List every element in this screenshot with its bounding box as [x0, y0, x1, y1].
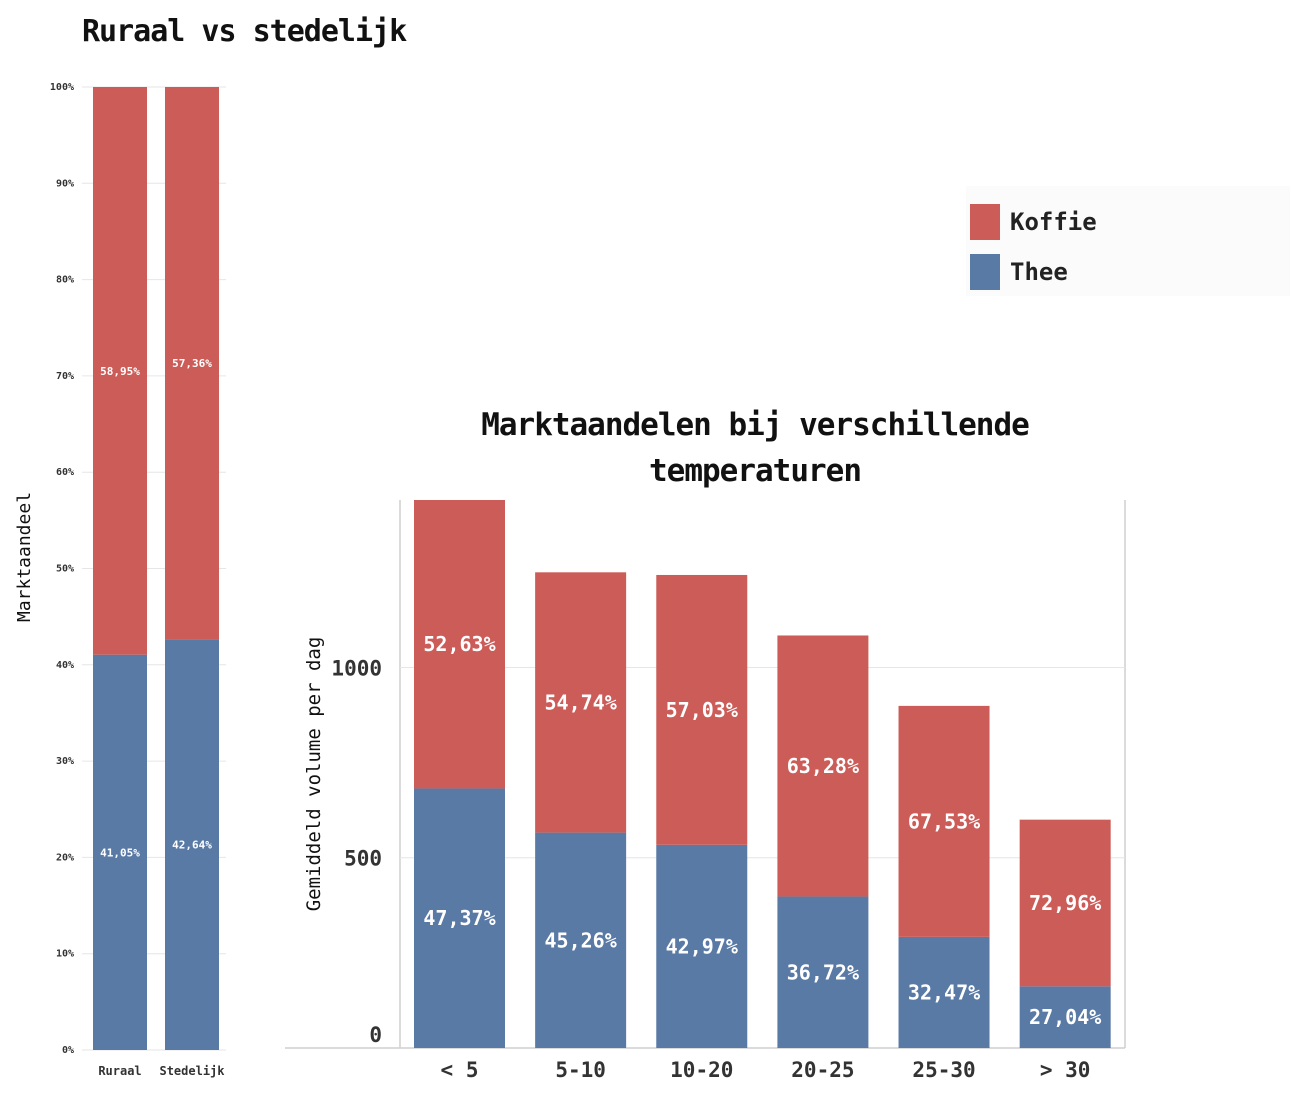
y-tick-label: 100%	[50, 82, 74, 93]
bar-thee-ruraal	[93, 654, 147, 1050]
y-axis-label: Marktaandeel	[14, 492, 35, 622]
legend-swatch-thee	[970, 254, 1000, 290]
legend-label-koffie: Koffie	[1010, 208, 1097, 236]
x-tick-label: 5-10	[555, 1058, 606, 1082]
left-chart-title: Ruraal vs stedelijk	[82, 14, 407, 49]
bar-koffie-3	[777, 635, 869, 897]
bar-thee-3	[777, 896, 869, 1048]
x-tick-label: 10-20	[670, 1058, 733, 1082]
data-label: 45,26%	[545, 928, 617, 952]
bar-koffie-1	[535, 572, 627, 833]
y-tick-label: 500	[344, 847, 382, 871]
bar-thee-1	[535, 832, 627, 1048]
y-tick-label: 40%	[56, 660, 74, 671]
y-axis-label: Gemiddeld volume per dag	[303, 637, 325, 912]
right-chart-title: Marktaandelen bij verschillende temperat…	[470, 402, 1040, 494]
data-label: 57,36%	[172, 357, 212, 370]
bar-koffie-4	[898, 705, 990, 937]
y-tick-label: 50%	[56, 564, 74, 575]
x-tick-label: < 5	[441, 1058, 479, 1082]
data-label: 41,05%	[100, 846, 140, 859]
data-label: 27,04%	[1029, 1005, 1101, 1029]
data-label: 47,37%	[423, 906, 495, 930]
right-chart-title-line-2: temperaturen	[649, 453, 862, 489]
bar-koffie-5	[1019, 819, 1111, 987]
legend-swatch-koffie	[970, 204, 1000, 240]
x-tick-label: 25-30	[912, 1058, 975, 1082]
y-tick-label: 10%	[56, 949, 74, 960]
y-tick-label: 0%	[62, 1045, 74, 1056]
legend-item-thee: Thee	[970, 254, 1068, 290]
y-tick-label: 90%	[56, 178, 74, 189]
ruraal-stedelijk-chart: 0% 10% 20% 30% 40% 50% 60% 70% 80% 90% 100% Marktaa…	[14, 82, 226, 1078]
x-tick-label: > 30	[1040, 1058, 1091, 1082]
data-label: 54,74%	[545, 690, 617, 714]
right-chart-title-line-1: Marktaandelen bij verschillende	[481, 407, 1030, 443]
bar-thee-4	[898, 936, 990, 1048]
legend-item-koffie: Koffie	[970, 204, 1097, 240]
y-tick-label: 20%	[56, 852, 74, 863]
data-label: 57,03%	[666, 698, 738, 722]
y-tick-label: 70%	[56, 371, 74, 382]
data-label: 52,63%	[423, 632, 495, 656]
bar-thee-5	[1019, 986, 1111, 1048]
bar-koffie-2	[656, 574, 748, 845]
x-tick-label: Stedelijk	[159, 1064, 225, 1078]
bar-thee-2	[656, 844, 748, 1048]
data-label: 32,47%	[908, 980, 980, 1004]
bar-koffie-ruraal	[93, 87, 147, 655]
y-tick-label: 1000	[331, 656, 382, 680]
legend: Koffie Thee	[966, 186, 1290, 296]
data-label: 63,28%	[787, 754, 859, 778]
legend-label-thee: Thee	[1010, 258, 1068, 286]
y-tick-label: 60%	[56, 467, 74, 478]
data-label: 36,72%	[787, 960, 859, 984]
x-tick-label: 20-25	[791, 1058, 854, 1082]
y-tick-label: 30%	[56, 756, 74, 767]
y-tick-label: 0	[369, 1023, 382, 1047]
data-label: 42,64%	[172, 839, 212, 852]
bar-thee-stedelijk	[165, 639, 219, 1050]
x-tick-label: Ruraal	[98, 1064, 141, 1078]
data-label: 42,97%	[666, 934, 738, 958]
data-label: 72,96%	[1029, 891, 1101, 915]
bar-thee-0	[414, 788, 505, 1048]
bar-koffie-stedelijk	[165, 87, 219, 640]
data-label: 67,53%	[908, 809, 980, 833]
y-tick-label: 80%	[56, 275, 74, 286]
bar-koffie-0	[414, 500, 505, 789]
data-label: 58,95%	[100, 365, 140, 378]
